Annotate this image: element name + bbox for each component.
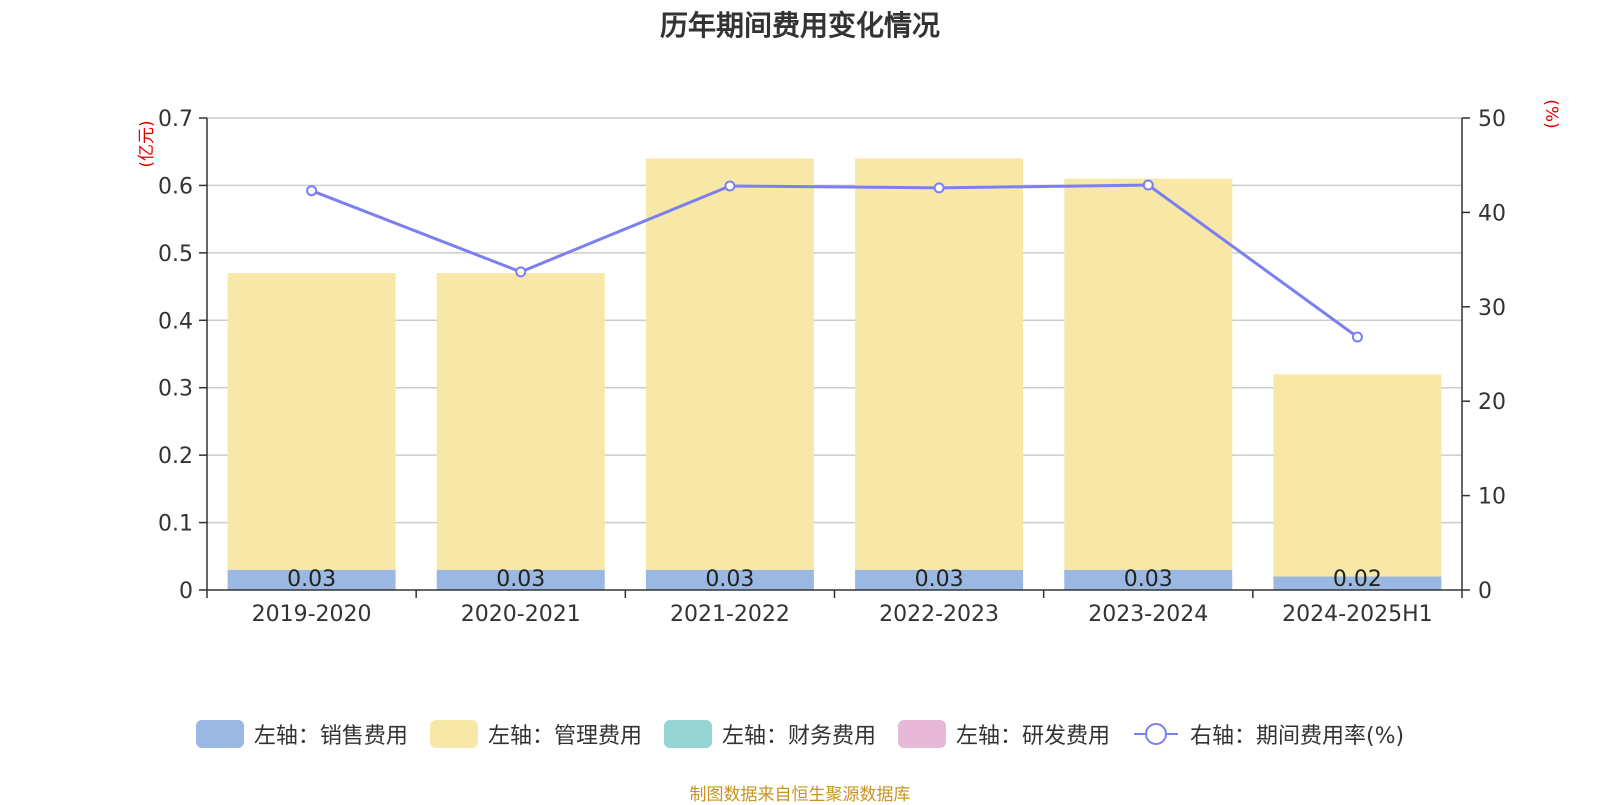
x-axis-tick-label: 2019-2020 — [252, 602, 372, 627]
rate-point — [724, 180, 736, 192]
x-axis-tick-label: 2022-2023 — [879, 602, 999, 627]
bar-data-label: 0.03 — [1124, 567, 1173, 592]
rate-point — [306, 185, 318, 197]
bar-data-label: 0.03 — [287, 567, 336, 592]
bar-segment — [1273, 576, 1442, 590]
right-axis-tick-label: 20 — [1478, 390, 1506, 415]
bar-segment — [645, 158, 814, 570]
legend-line-marker-icon — [1133, 723, 1178, 745]
x-axis-tick-label: 2021-2022 — [670, 602, 790, 627]
chart-title: 历年期间费用变化情况 — [659, 9, 940, 42]
legend-item-finance[interactable]: 左轴：财务费用 — [663, 718, 876, 750]
legend-item-sales[interactable]: 左轴：销售费用 — [195, 718, 408, 750]
data-source-note: 制图数据来自恒生聚源数据库 — [689, 785, 911, 805]
bar-data-label: 0.02 — [1333, 567, 1382, 592]
left-axis-tick-label: 0.7 — [158, 107, 193, 132]
x-axis-tick-label: 2020-2021 — [461, 602, 581, 627]
bar-segment — [436, 273, 605, 570]
right-axis-tick-label: 10 — [1478, 485, 1506, 510]
legend-item-rate[interactable]: 右轴：期间费用率(%) — [1132, 718, 1404, 750]
bar-segment — [1064, 569, 1233, 590]
left-axis-tick-label: 0 — [179, 579, 193, 604]
legend-label-rnd: 左轴：研发费用 — [955, 724, 1110, 749]
legend-label-finance: 左轴：财务费用 — [721, 724, 876, 749]
legend-item-admin[interactable]: 左轴：管理费用 — [429, 718, 642, 750]
legend-label-admin: 左轴：管理费用 — [487, 724, 642, 749]
right-axis-tick-label: 30 — [1478, 296, 1506, 321]
right-axis-tick-label: 0 — [1478, 579, 1492, 604]
bar-data-label: 0.03 — [705, 567, 754, 592]
bar-segment — [1064, 178, 1233, 570]
left-axis-tick-label: 0.3 — [158, 377, 193, 402]
bar-data-label: 0.03 — [915, 567, 964, 592]
legend-item-rnd[interactable]: 左轴：研发费用 — [897, 718, 1110, 750]
bar-data-label: 0.03 — [496, 567, 545, 592]
legend: 左轴：销售费用 左轴：管理费用 左轴：财务费用 左轴：研发费用 右轴：期间费用率… — [0, 718, 1600, 750]
right-axis-unit-label: (%) — [1541, 99, 1561, 128]
left-axis-tick-label: 0.2 — [158, 444, 193, 469]
legend-label-rate: 右轴：期间费用率(%) — [1189, 724, 1405, 749]
rate-point — [515, 266, 527, 278]
bar-segment — [436, 569, 605, 590]
left-axis-tick-label: 0.4 — [158, 309, 193, 334]
rate-point — [1142, 179, 1154, 191]
rate-point — [933, 182, 945, 194]
legend-swatch-rnd — [897, 720, 946, 748]
bar-segment — [227, 273, 396, 570]
left-axis-tick-label: 0.5 — [158, 242, 193, 267]
left-axis-tick-label: 0.6 — [158, 174, 193, 199]
bar-segment — [645, 569, 814, 590]
left-axis-unit-label: (亿元) — [137, 120, 157, 167]
right-axis-tick-label: 40 — [1478, 201, 1506, 226]
legend-label-sales: 左轴：销售费用 — [253, 724, 408, 749]
rate-line — [311, 183, 1359, 339]
bar-segment — [1273, 374, 1442, 577]
legend-swatch-sales — [195, 720, 244, 748]
x-axis-tick-label: 2024-2025H1 — [1282, 602, 1432, 627]
x-axis-tick-label: 2023-2024 — [1088, 602, 1208, 627]
rate-point — [1351, 331, 1363, 343]
right-axis-tick-label: 50 — [1478, 107, 1506, 132]
legend-swatch-finance — [663, 720, 712, 748]
bar-segment — [227, 569, 396, 590]
bar-segment — [855, 569, 1024, 590]
left-axis-tick-label: 0.1 — [158, 512, 193, 537]
legend-swatch-admin — [429, 720, 478, 748]
bar-segment — [855, 158, 1024, 570]
